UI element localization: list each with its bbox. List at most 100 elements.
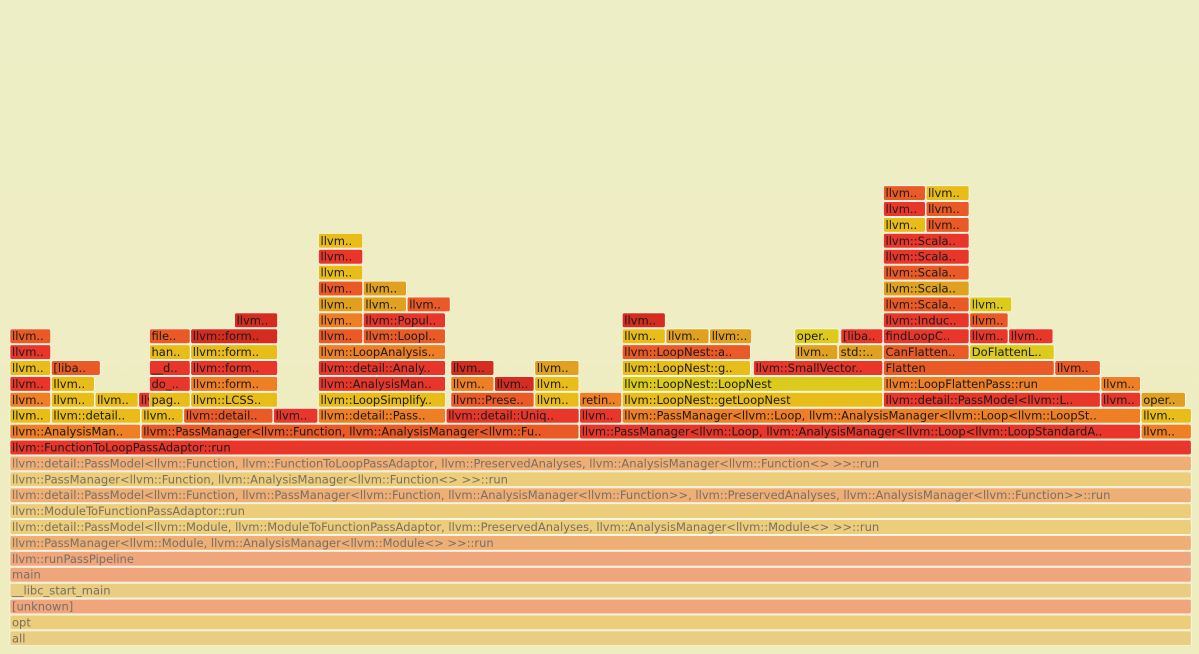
flame-frame[interactable]: llvm::LoopFlattenPass::run [883, 376, 1101, 392]
flame-frame-bar[interactable] [969, 328, 1009, 344]
flame-frame-bar[interactable] [753, 360, 883, 376]
flame-frame[interactable]: llvm::detail.. [51, 408, 141, 424]
flame-frame-bar[interactable] [621, 360, 751, 376]
flame-frame-bar[interactable] [318, 344, 446, 360]
flame-frame-bar[interactable] [883, 217, 926, 233]
flame-frame-bar[interactable] [1140, 423, 1192, 440]
flame-frame[interactable]: llvm.. [494, 376, 535, 392]
flame-frame-bar[interactable] [621, 344, 751, 360]
flame-frame[interactable]: llvm.. [621, 312, 666, 328]
flame-frame[interactable]: llvm.. [450, 360, 495, 376]
flame-frame[interactable]: llvm::detail::PassModel<llvm::Function, … [9, 455, 1192, 472]
flame-frame[interactable]: llvm::LoopSimplify.. [318, 392, 446, 408]
flame-frame[interactable]: findLoopC.. [883, 328, 970, 344]
flame-frame[interactable]: llvm::form.. [190, 344, 278, 360]
flame-frame-bar[interactable] [9, 328, 51, 344]
flame-frame[interactable]: llvm.. [318, 249, 363, 265]
flame-frame-bar[interactable] [318, 296, 363, 313]
flame-frame-bar[interactable] [149, 344, 191, 360]
flame-frame[interactable]: llvm::LoopI.. [363, 328, 446, 344]
flame-frame-bar[interactable] [925, 217, 970, 233]
flame-frame-bar[interactable] [273, 408, 319, 424]
flame-frame[interactable]: llvm.. [579, 408, 622, 424]
flame-frame[interactable]: llvm::AnalysisMan.. [9, 423, 141, 440]
flame-frame[interactable]: llvm::Scala.. [883, 280, 970, 297]
flame-frame[interactable]: llvm.. [94, 392, 139, 408]
flame-frame[interactable]: main [9, 567, 1192, 583]
flame-frame-bar[interactable] [51, 392, 95, 408]
flame-frame[interactable]: llvm::LoopNest::LoopNest [621, 376, 883, 392]
flame-frame[interactable]: llvm.. [9, 408, 51, 424]
flame-frame-bar[interactable] [579, 392, 622, 408]
flame-frame-bar[interactable] [190, 344, 278, 360]
flame-frame-bar[interactable] [190, 392, 278, 408]
flame-frame-bar[interactable] [140, 423, 580, 440]
flame-frame[interactable]: llvm.. [51, 376, 95, 392]
flame-frame-bar[interactable] [883, 360, 1055, 376]
flame-frame[interactable]: llvm::detail::Uniq.. [445, 408, 580, 424]
flame-frame-bar[interactable] [318, 376, 446, 392]
flame-frame[interactable]: Flatten [883, 360, 1055, 376]
flame-frame-bar[interactable] [9, 423, 141, 440]
flame-frame-bar[interactable] [9, 455, 1192, 472]
flame-frame[interactable]: llvm::Induc.. [883, 312, 970, 328]
flame-frame-bar[interactable] [94, 392, 139, 408]
flame-frame[interactable]: llvm.. [363, 280, 407, 297]
flame-frame-bar[interactable] [190, 328, 278, 344]
flame-frame-bar[interactable] [1008, 328, 1054, 344]
flame-frame-bar[interactable] [183, 408, 274, 424]
flame-frame-bar[interactable] [925, 185, 970, 201]
flame-frame-bar[interactable] [883, 264, 970, 281]
flame-frame[interactable]: llvm::PassManager<llvm::Loop, llvm::Anal… [579, 423, 1141, 440]
flame-frame-bar[interactable] [579, 408, 622, 424]
flame-frame[interactable]: llvm::runPassPipeline [9, 551, 1192, 567]
flame-frame-bar[interactable] [318, 408, 446, 424]
flame-frame[interactable]: llvm.. [318, 312, 363, 328]
flame-frame[interactable]: llvm::FunctionToLoopPassAdaptor::run [9, 439, 1192, 456]
flame-frame[interactable]: llvm.. [883, 185, 926, 201]
flame-frame-bar[interactable] [9, 392, 51, 408]
flame-frame-bar[interactable] [9, 376, 51, 392]
flame-frame-bar[interactable] [9, 614, 1192, 630]
flame-frame[interactable]: DoFlattenL.. [969, 344, 1055, 360]
flame-frame-bar[interactable] [9, 519, 1192, 535]
flame-frame[interactable]: llvm::detail::Pass.. [318, 408, 446, 424]
flame-frame-bar[interactable] [318, 249, 363, 265]
flame-frame-bar[interactable] [883, 185, 926, 201]
flame-frame-bar[interactable] [318, 233, 363, 249]
flame-frame-bar[interactable] [709, 328, 752, 344]
flame-frame[interactable]: llvm.. [51, 392, 95, 408]
flame-frame-bar[interactable] [234, 312, 278, 328]
flame-frame-bar[interactable] [9, 503, 1192, 519]
flame-frame-bar[interactable] [621, 376, 883, 392]
flame-frame-bar[interactable] [969, 296, 1012, 313]
flame-frame-bar[interactable] [534, 392, 580, 408]
flame-frame[interactable]: llvm::Scala.. [883, 233, 970, 249]
flame-frame[interactable]: oper.. [1140, 392, 1186, 408]
flame-frame-bar[interactable] [51, 408, 141, 424]
flame-frame-bar[interactable] [9, 471, 1192, 487]
flame-frame[interactable]: file.. [149, 328, 191, 344]
flame-frame-bar[interactable] [883, 328, 970, 344]
flame-frame[interactable]: do_.. [149, 376, 191, 392]
flame-frame[interactable]: llvm.. [925, 217, 970, 233]
flame-frame[interactable]: llvm::Scala.. [883, 249, 970, 265]
flame-frame-bar[interactable] [9, 582, 1192, 599]
flame-frame-bar[interactable] [9, 408, 51, 424]
flame-frame[interactable]: CanFlatten.. [883, 344, 970, 360]
flame-frame[interactable]: llvm::ModuleToFunctionPassAdaptor::run [9, 503, 1192, 519]
flame-frame[interactable]: pag.. [149, 392, 191, 408]
flame-frame-bar[interactable] [494, 376, 535, 392]
flame-frame[interactable]: all [9, 630, 1192, 646]
flame-frame-bar[interactable] [534, 360, 580, 376]
flame-frame-bar[interactable] [883, 201, 926, 217]
flame-frame-bar[interactable] [363, 280, 407, 297]
flame-frame-bar[interactable] [149, 360, 191, 376]
flame-frame-bar[interactable] [318, 392, 446, 408]
flame-frame-bar[interactable] [883, 296, 970, 313]
flame-frame[interactable]: llvm.. [273, 408, 319, 424]
flame-frame-bar[interactable] [140, 408, 184, 424]
flame-frame[interactable]: [liba.. [840, 328, 884, 344]
flame-frame[interactable]: llvm::form.. [190, 360, 278, 376]
flame-frame[interactable]: llvm::form.. [190, 328, 278, 344]
